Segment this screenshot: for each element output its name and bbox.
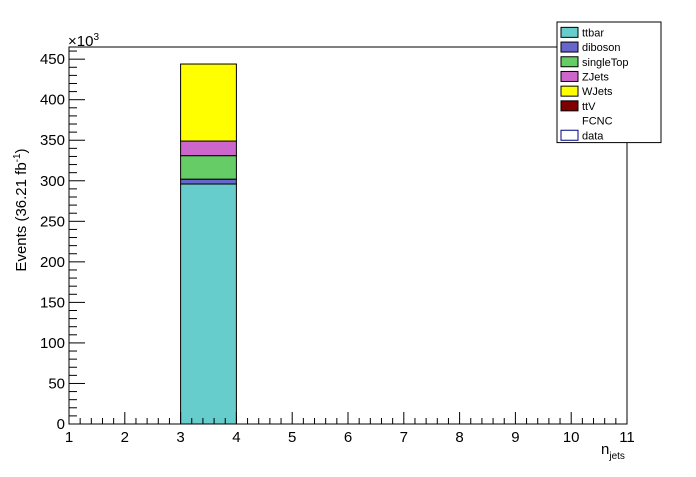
y-axis-title-main: Events (36.21 fb — [13, 162, 30, 271]
axes: 1 2 3 4 5 6 7 8 9 10 11 0 50 100 150 200 250 300 350 400 450 — [40, 47, 635, 446]
x-tick-label: 11 — [619, 429, 635, 446]
y-axis-title-close: ) — [13, 148, 30, 153]
legend-label-wjets: WJets — [582, 86, 613, 98]
x-tick-label: 4 — [232, 429, 240, 446]
x-tick-label: 10 — [563, 429, 580, 446]
y-multiplier-base: ×10 — [68, 33, 93, 50]
x-tick-label: 6 — [344, 429, 352, 446]
x-tick-label: 2 — [121, 429, 129, 446]
y-multiplier: ×103 — [68, 32, 99, 50]
y-tick-label: 200 — [40, 254, 65, 271]
bar-singletop — [180, 155, 237, 180]
stacked-bars — [180, 63, 237, 425]
legend-swatch-zjets — [560, 70, 579, 82]
legend-label-singletop: singleTop — [582, 57, 628, 69]
legend-swatch-ttbar — [560, 26, 579, 38]
y-tick-label: 250 — [40, 213, 65, 230]
x-tick-label: 5 — [288, 429, 296, 446]
legend-swatch-ttv — [560, 100, 579, 112]
legend-label-fcnc: FCNC — [582, 116, 613, 128]
x-axis-title-main: n — [601, 441, 609, 458]
y-tick-label: 100 — [40, 335, 65, 352]
x-tick-label: 9 — [511, 429, 519, 446]
bar-wjets — [180, 63, 237, 142]
y-tick-label: 400 — [40, 92, 65, 109]
bar-ttbar — [180, 183, 237, 425]
y-axis-title: Events (36.21 fb-1) — [12, 148, 30, 271]
y-tick-label: 0 — [57, 416, 65, 433]
y-tick-label: 50 — [48, 375, 65, 392]
y-tick-label: 350 — [40, 132, 65, 149]
legend-swatch-singletop — [560, 56, 579, 68]
legend-label-ttv: ttV — [582, 101, 596, 113]
x-tick-label: 3 — [176, 429, 184, 446]
bar-zjets — [180, 140, 237, 157]
x-axis-title: njets — [601, 441, 625, 462]
legend-label-zjets: ZJets — [582, 71, 609, 83]
legend-label-data: data — [582, 130, 604, 142]
bar-diboson — [180, 178, 237, 185]
y-axis-title-sup: -1 — [12, 153, 23, 162]
plot-frame-border — [68, 46, 628, 425]
legend-swatch-wjets — [560, 85, 579, 97]
legend: ttbar diboson singleTop ZJets WJets ttV FCNC da… — [556, 21, 662, 144]
legend-swatch-diboson — [560, 41, 579, 53]
y-tick-label: 150 — [40, 294, 65, 311]
x-tick-label: 8 — [455, 429, 463, 446]
y-tick-label: 300 — [40, 173, 65, 190]
y-tick-label: 450 — [40, 51, 65, 68]
x-tick-label: 7 — [400, 429, 408, 446]
x-tick-label: 1 — [65, 429, 73, 446]
legend-swatch-data — [560, 129, 579, 141]
legend-label-diboson: diboson — [582, 42, 621, 54]
x-axis-title-sub: jets — [608, 451, 625, 462]
legend-label-ttbar: ttbar — [582, 27, 604, 39]
plot-frame — [68, 46, 628, 425]
y-multiplier-exponent: 3 — [93, 32, 99, 43]
